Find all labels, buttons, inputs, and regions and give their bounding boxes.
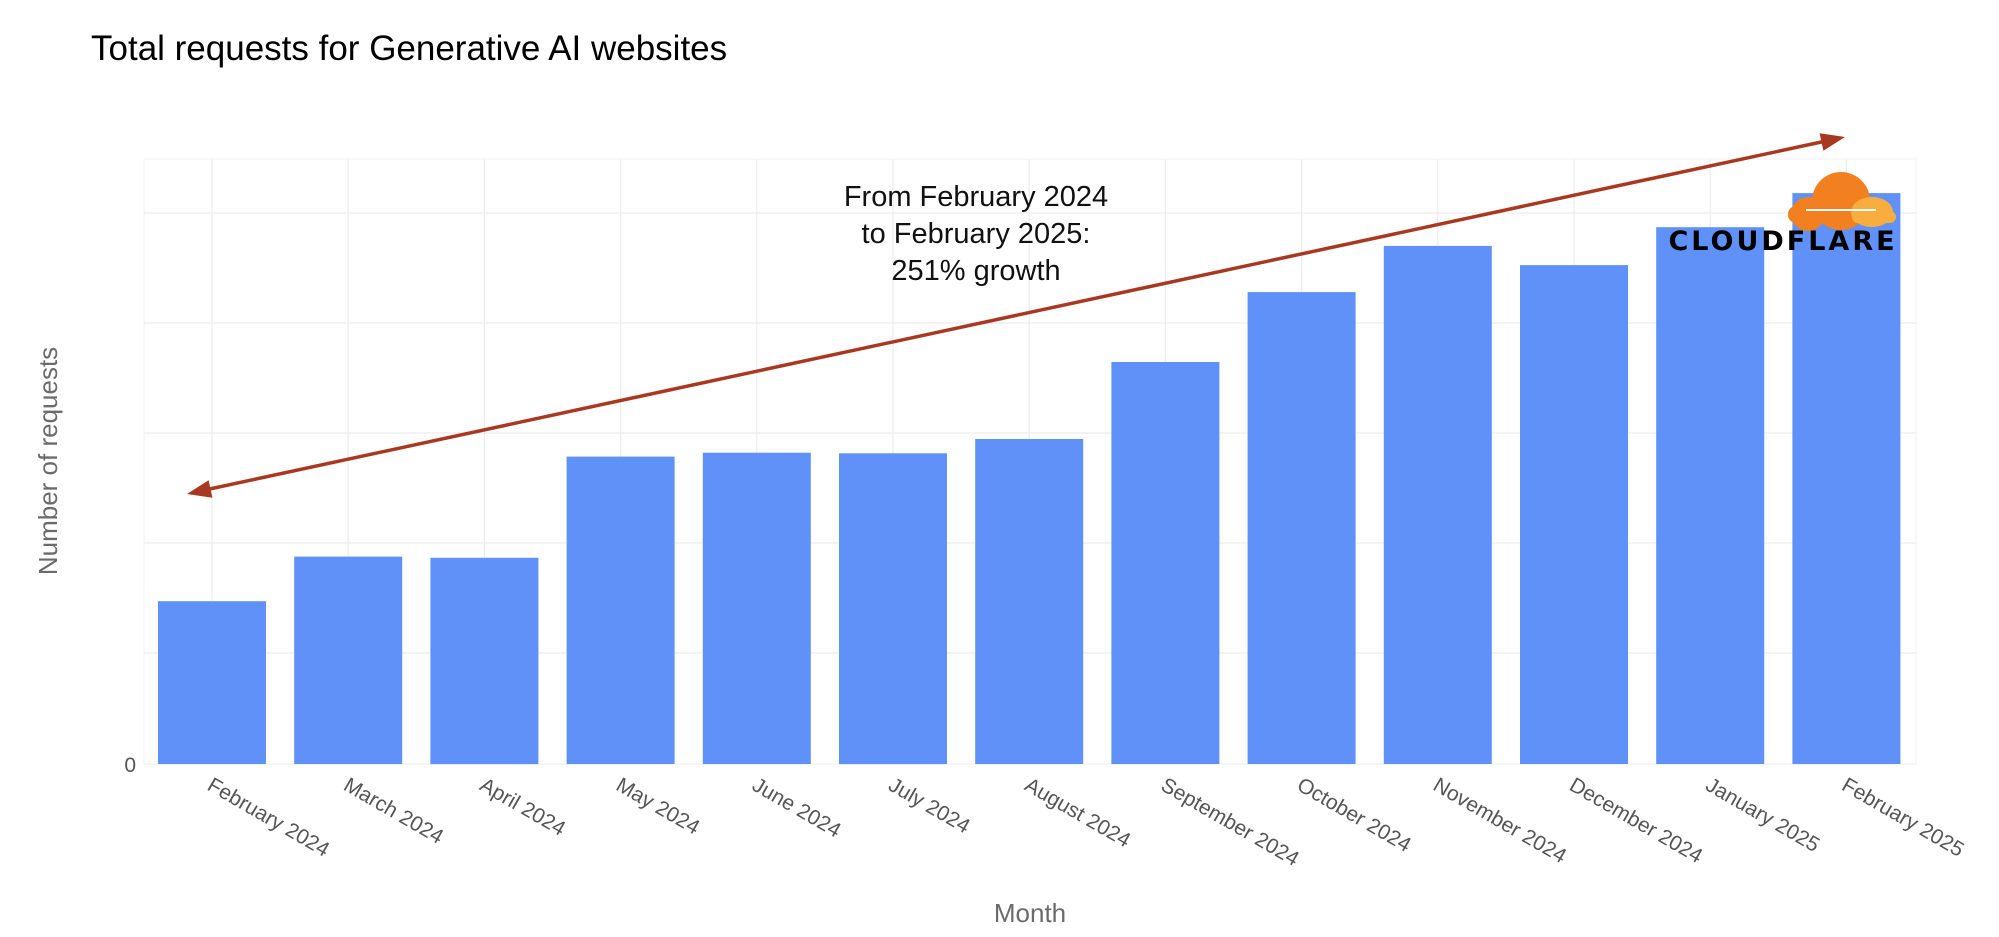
annotation-line-1: From February 2024 (844, 181, 1108, 213)
arrow-head-left (187, 480, 213, 498)
bar (702, 452, 811, 764)
annotation: From February 2024 to February 2025: 251… (844, 181, 1108, 287)
cloudflare-logo: CLOUDFLARE (1668, 172, 1897, 257)
x-axis-tick-label: July 2024 (885, 773, 975, 838)
x-axis-tick-label: December 2024 (1566, 773, 1707, 868)
bar (566, 456, 675, 764)
x-axis-tick-label: May 2024 (612, 773, 704, 839)
growth-arrow-line (204, 139, 1827, 492)
x-axis-tick-label: February 2024 (204, 773, 334, 861)
y-axis-tick-label: 0 (124, 754, 136, 777)
x-axis-tick-labels: February 2024 March 2024 April 2024 May 202… (204, 773, 1968, 871)
growth-arrow (187, 133, 1845, 498)
x-axis-tick-label: February 2025 (1838, 773, 1968, 861)
bar (1247, 292, 1356, 764)
x-axis-tick-label: October 2024 (1293, 773, 1415, 857)
cloudflare-wordmark: CLOUDFLARE (1668, 226, 1897, 257)
bar (1111, 362, 1220, 764)
bar (158, 601, 266, 764)
x-axis-title: Month (994, 898, 1066, 928)
bar (1383, 245, 1492, 764)
bar (975, 439, 1084, 764)
x-axis-tick-label: March 2024 (340, 773, 448, 849)
x-axis-tick-label: August 2024 (1021, 773, 1135, 852)
x-axis-tick-label: September 2024 (1157, 773, 1303, 871)
annotation-line-3: 251% growth (891, 255, 1060, 287)
x-axis-tick-label: April 2024 (476, 773, 570, 840)
bar (1520, 265, 1628, 764)
bar (430, 557, 539, 765)
x-axis-tick-label: June 2024 (748, 773, 845, 842)
chart-title: Total requests for Generative AI website… (91, 29, 727, 68)
cloud-icon (1788, 172, 1896, 231)
arrow-head-right (1819, 133, 1845, 151)
annotation-line-2: to February 2025: (862, 218, 1091, 250)
bars (158, 193, 1901, 765)
x-axis-tick-label: January 2025 (1702, 773, 1824, 857)
bar (839, 453, 947, 765)
x-axis-tick-label: November 2024 (1429, 773, 1570, 868)
bar (1792, 193, 1901, 765)
bar (1656, 227, 1765, 764)
y-axis-title: Number of requests (33, 347, 63, 575)
bar (294, 556, 403, 764)
